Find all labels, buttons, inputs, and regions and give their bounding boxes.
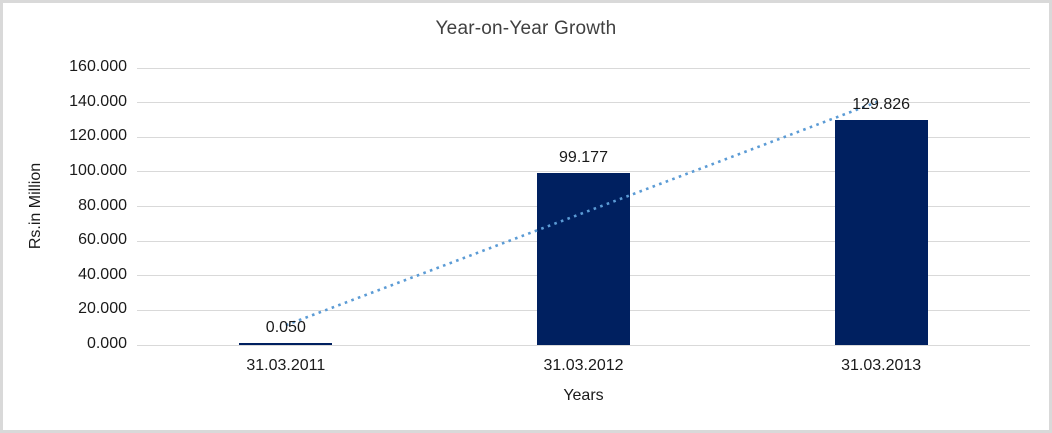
bar-data-label: 99.177 [559,149,608,167]
y-tick-label: 120.000 [69,127,127,145]
y-tick-label: 60.000 [78,231,127,249]
y-tick-label: 0.000 [86,335,127,352]
x-axis-title: Years [563,387,604,404]
y-tick-label: 160.000 [69,58,127,75]
y-tick-label: 140.000 [69,92,127,110]
y-tick-label: 80.000 [78,196,127,214]
bar [239,343,333,345]
chart-title: Year-on-Year Growth [435,18,617,39]
bar-data-label: 0.050 [265,319,306,336]
y-tick-label: 40.000 [78,265,127,283]
y-tick-label: 100.000 [69,161,127,179]
y-tick-label: 20.000 [78,300,127,318]
gridline [137,344,1030,346]
x-tick-label: 31.03.2013 [841,357,922,374]
x-tick-label: 31.03.2011 [246,357,326,374]
x-tick-label: 31.03.2012 [543,357,624,374]
gridline [137,67,1030,69]
bar [834,120,928,345]
bar-data-label: 129.826 [852,96,911,114]
bar [537,173,630,345]
